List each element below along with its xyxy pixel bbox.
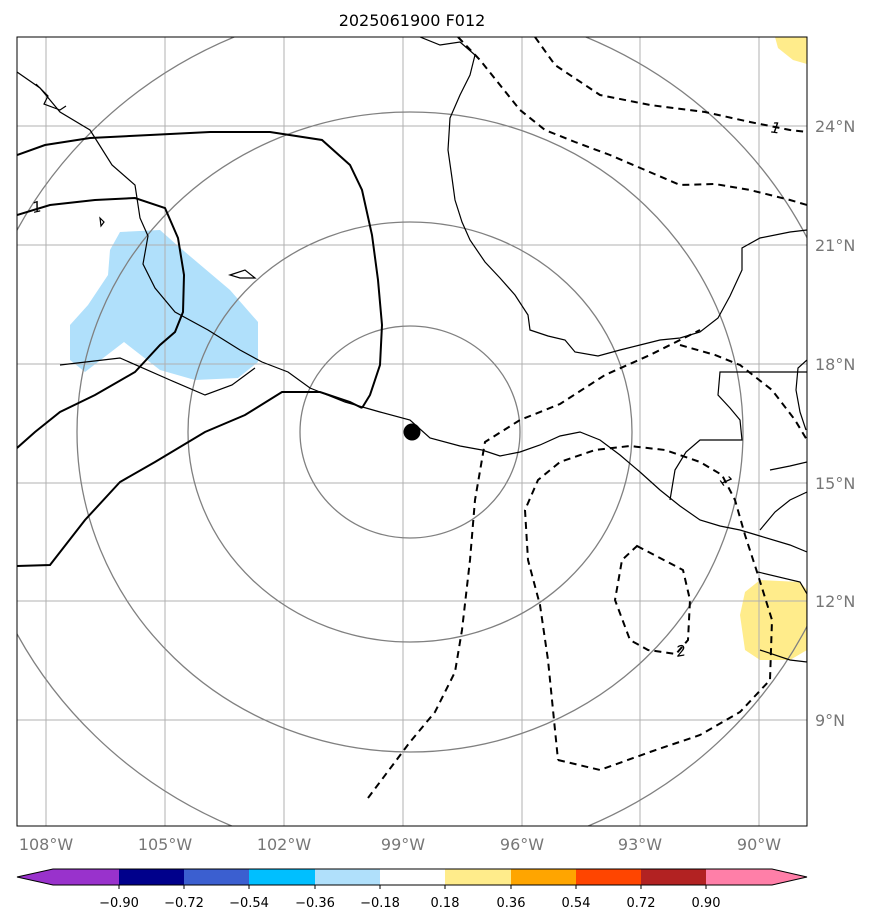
- colorbar-segment-8: [511, 869, 576, 885]
- contour-label-2-se: 2: [675, 641, 688, 660]
- positive-anomaly-fill-se: [740, 580, 807, 660]
- colorbar-segment-6: [380, 869, 445, 885]
- coastlines: [17, 37, 807, 663]
- colorbar-segment-4: [249, 869, 315, 885]
- lat-label-18n: 18°N: [815, 355, 855, 374]
- lon-label-93w: 93°W: [618, 835, 662, 854]
- colorbar-segment-10: [641, 869, 706, 885]
- positive-anomaly-fill-ne: [775, 37, 807, 64]
- colorbar-label-m054: −0.54: [229, 896, 269, 911]
- lon-label-99w: 99°W: [381, 835, 425, 854]
- colorbar-segment-2: [119, 869, 184, 885]
- colorbar-label-m090: −0.90: [99, 896, 139, 911]
- lon-label-90w: 90°W: [737, 835, 781, 854]
- colorbar-extend-max: [772, 869, 807, 885]
- map-frame: [16, 36, 808, 827]
- colorbar-label-m036: −0.36: [295, 896, 335, 911]
- map-area: 1 1 1 2: [17, 37, 807, 826]
- colorbar-segment-1: [53, 869, 119, 885]
- longitude-labels: 108°W 105°W 102°W 99°W 96°W 93°W 90°W: [19, 835, 781, 854]
- colorbar-segment-7: [445, 869, 511, 885]
- colorbar-label-036: 0.36: [497, 896, 526, 911]
- lon-label-108w: 108°W: [19, 835, 74, 854]
- colorbar-outline: [16, 868, 808, 886]
- colorbar-label-072: 0.72: [627, 896, 656, 911]
- colorbar-label-090: 0.90: [692, 896, 721, 911]
- lat-label-9n: 9°N: [815, 711, 845, 730]
- dashed-contours: [367, 37, 807, 799]
- colorbar-label-m018: −0.18: [360, 896, 400, 911]
- colorbar-label-018: 0.18: [431, 896, 460, 911]
- contour-label-1-ne: 1: [770, 118, 782, 137]
- map-title: 2025061900 F012: [339, 11, 486, 30]
- solid-contours: [17, 131, 384, 567]
- colorbar-extend-min: [17, 869, 53, 885]
- storm-center-marker: [403, 423, 421, 441]
- lat-label-12n: 12°N: [815, 592, 855, 611]
- colorbar-segment-11: [706, 869, 772, 885]
- lat-label-15n: 15°N: [815, 474, 855, 493]
- latitude-labels: 24°N 21°N 18°N 15°N 12°N 9°N: [815, 117, 855, 730]
- lon-label-96w: 96°W: [500, 835, 544, 854]
- colorbar-label-m072: −0.72: [164, 896, 204, 911]
- colorbar-ticks: [118, 885, 707, 889]
- contour-label-1-nw: 1: [30, 197, 43, 217]
- negative-anomaly-fill: [70, 230, 258, 380]
- colorbar-segment-5: [315, 869, 380, 885]
- lon-label-105w: 105°W: [138, 835, 193, 854]
- lon-label-102w: 102°W: [257, 835, 312, 854]
- range-rings: [17, 37, 807, 826]
- colorbar-segment-3: [184, 869, 249, 885]
- colorbar-label-054: 0.54: [562, 896, 591, 911]
- lat-label-24n: 24°N: [815, 117, 855, 136]
- lat-label-21n: 21°N: [815, 236, 855, 255]
- contour-label-1-e: 1: [716, 472, 736, 490]
- colorbar: −0.90 −0.72 −0.54 −0.36 −0.18 0.18 0.36 …: [16, 868, 808, 911]
- colorbar-segment-9: [576, 869, 641, 885]
